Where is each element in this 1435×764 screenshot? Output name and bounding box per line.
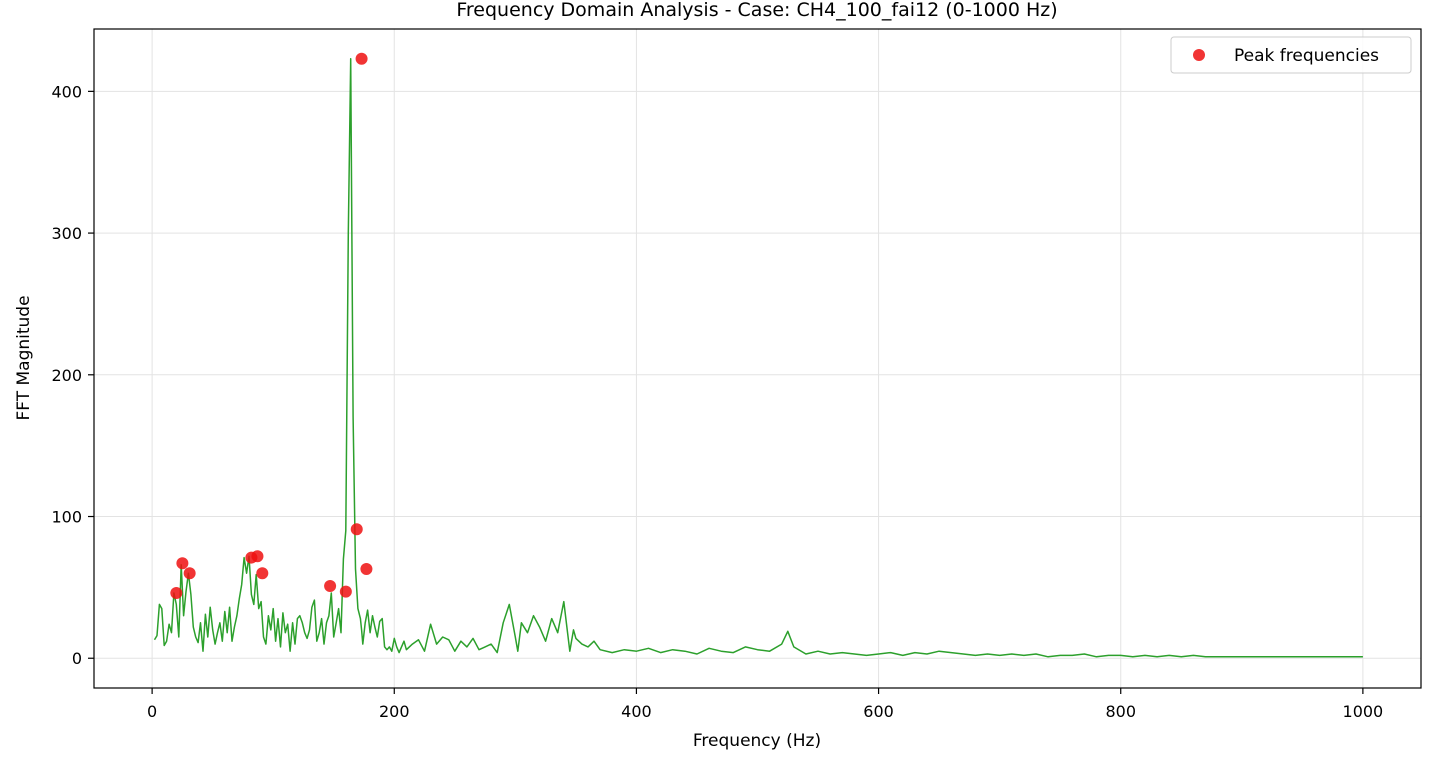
peak-point	[183, 567, 196, 580]
peak-point	[251, 550, 264, 563]
peak-point	[355, 52, 368, 65]
y-tick-label: 400	[51, 82, 82, 101]
peak-point	[360, 562, 373, 575]
y-tick-label: 0	[72, 649, 82, 668]
legend-marker-icon	[1193, 49, 1205, 61]
x-tick-label: 600	[863, 702, 894, 721]
x-axis-label: Frequency (Hz)	[693, 731, 821, 751]
x-tick-label: 200	[379, 702, 410, 721]
axis-ticks: 0 200 400 600 800 1000 0 100 200 300 400	[51, 82, 1383, 721]
x-tick-label: 1000	[1343, 702, 1384, 721]
peak-point	[339, 585, 352, 598]
y-tick-label: 100	[51, 508, 82, 527]
y-axis-label: FFT Magnitude	[14, 295, 34, 420]
peak-point	[170, 587, 183, 600]
peak-point	[176, 557, 189, 570]
peak-point	[256, 567, 269, 580]
fft-spectrum-line	[153, 58, 1363, 658]
legend-label: Peak frequencies	[1234, 46, 1379, 66]
x-tick-label: 800	[1105, 702, 1136, 721]
plot-frame	[93, 28, 1422, 689]
x-tick-label: 400	[621, 702, 652, 721]
peak-point	[350, 523, 363, 536]
peak-point	[324, 579, 337, 592]
chart-title: Frequency Domain Analysis - Case: CH4_10…	[456, 0, 1057, 21]
legend: Peak frequencies	[1170, 36, 1412, 74]
y-tick-label: 300	[51, 224, 82, 243]
peak-markers	[170, 52, 373, 600]
y-tick-label: 200	[51, 366, 82, 385]
legend-box	[1170, 36, 1412, 74]
grid-lines	[94, 29, 1421, 688]
x-tick-label: 0	[147, 702, 157, 721]
plot-series	[153, 58, 1363, 658]
